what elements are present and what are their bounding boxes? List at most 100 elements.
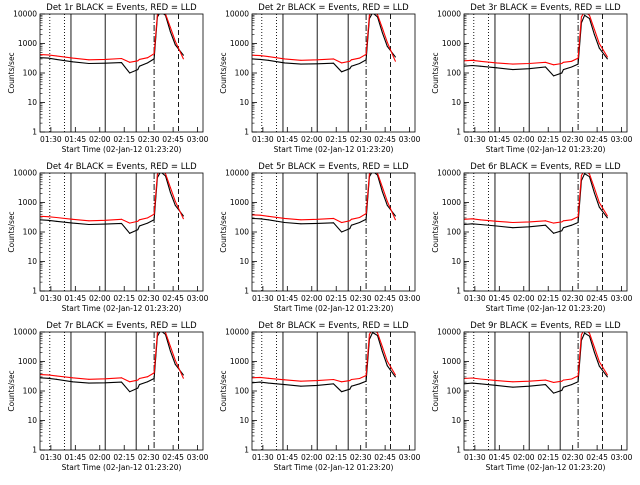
point-lld <box>386 360 388 362</box>
y-tick-label: 1 <box>32 446 37 455</box>
point-events <box>47 377 49 379</box>
point-events <box>129 232 131 234</box>
y-tick-label: 1000 <box>442 198 461 207</box>
y-tick-label: 10000 <box>13 10 37 19</box>
point-lld <box>259 376 261 378</box>
plot-frame <box>251 172 416 292</box>
panel-det-8r: Det 8r BLACK = Events, RED = LLD 1 10 100 10… <box>219 321 421 472</box>
point-lld <box>553 381 555 383</box>
x-tick-label: 02:30 <box>138 453 160 462</box>
series-lld <box>40 14 184 63</box>
point-lld <box>471 377 473 379</box>
x-axis-label: Start Time (02-Jan-12 01:23:20) <box>486 145 606 154</box>
point-lld <box>316 218 318 220</box>
point-events <box>571 384 573 386</box>
point-lld <box>350 379 352 381</box>
panel-det-6r: Det 6r BLACK = Events, RED = LLD 1 10 100 10… <box>431 162 633 313</box>
point-lld <box>55 55 57 57</box>
point-lld <box>377 14 379 16</box>
point-events <box>381 351 383 353</box>
point-events <box>359 62 361 64</box>
x-tick-label: 03:00 <box>187 135 209 144</box>
y-tick-label: 10 <box>27 257 37 266</box>
point-events <box>562 227 564 229</box>
point-lld <box>580 16 582 18</box>
point-lld <box>593 187 595 189</box>
series-lld <box>40 332 184 383</box>
y-tick-label: 10 <box>451 98 461 107</box>
point-events <box>267 382 269 384</box>
plot-area <box>40 173 184 291</box>
y-tick-label: 1 <box>32 287 37 296</box>
point-events <box>316 384 318 386</box>
point-lld <box>72 218 74 220</box>
x-axis-label: Start Time (02-Jan-12 01:23:20) <box>62 304 182 313</box>
point-lld <box>47 54 49 56</box>
y-tick-label: 10 <box>239 416 249 425</box>
panel-title: Det 6r BLACK = Events, RED = LLD <box>470 162 621 172</box>
x-tick-label: 02:00 <box>513 294 535 303</box>
plot-frame <box>39 172 204 292</box>
y-tick-label: 10 <box>239 98 249 107</box>
point-lld <box>606 56 608 58</box>
point-events <box>121 381 122 383</box>
point-events <box>598 206 600 208</box>
point-events <box>496 225 498 227</box>
x-tick-label: 02:45 <box>374 135 396 144</box>
panel-title: Det 8r BLACK = Events, RED = LLD <box>258 321 409 331</box>
point-lld <box>341 221 343 223</box>
point-lld <box>156 173 158 175</box>
point-lld <box>259 214 261 216</box>
x-tick-label: 01:30 <box>40 453 62 462</box>
point-lld <box>138 378 140 380</box>
point-events <box>284 62 286 64</box>
point-events <box>571 66 573 68</box>
x-tick-label: 02:00 <box>513 135 535 144</box>
y-tick-label: 1 <box>244 287 249 296</box>
point-events <box>584 173 586 175</box>
panel-title: Det 2r BLACK = Events, RED = LLD <box>258 3 409 13</box>
x-tick-label: 01:30 <box>40 294 62 303</box>
point-lld <box>512 63 514 65</box>
point-lld <box>165 173 167 175</box>
point-lld <box>284 58 286 60</box>
x-axis-label: Start Time (02-Jan-12 01:23:20) <box>274 463 394 472</box>
point-events <box>359 383 361 385</box>
point-events <box>598 47 600 49</box>
point-events <box>72 381 74 383</box>
y-axis-label: Counts/sec <box>431 52 440 93</box>
plot-frame <box>463 172 628 292</box>
point-lld <box>169 26 171 28</box>
y-tick-label: 100 <box>235 387 250 396</box>
series-lld <box>464 173 608 224</box>
point-lld <box>479 60 481 62</box>
point-lld <box>259 55 261 57</box>
y-tick-label: 1000 <box>18 357 37 366</box>
point-lld <box>349 380 351 382</box>
panel-title: Det 1r BLACK = Events, RED = LLD <box>46 3 197 13</box>
x-tick-label: 01:30 <box>252 453 274 462</box>
point-lld <box>606 374 608 376</box>
point-events <box>267 219 269 221</box>
point-events <box>300 63 302 65</box>
point-lld <box>496 380 498 382</box>
point-events <box>55 378 57 380</box>
plot-frame <box>463 13 628 133</box>
point-events <box>138 384 140 386</box>
point-events <box>153 219 155 221</box>
point-lld <box>55 375 57 377</box>
panel-det-5r: Det 5r BLACK = Events, RED = LLD 1 10 100 10… <box>219 162 421 313</box>
panel-title: Det 5r BLACK = Events, RED = LLD <box>258 162 409 172</box>
point-events <box>147 62 149 64</box>
point-events <box>553 392 555 394</box>
x-axis-label: Start Time (02-Jan-12 01:23:20) <box>486 304 606 313</box>
x-tick-label: 01:30 <box>252 135 274 144</box>
point-events <box>300 385 302 387</box>
y-tick-label: 10000 <box>437 169 461 178</box>
point-events <box>121 62 122 64</box>
x-tick-label: 02:00 <box>301 135 323 144</box>
point-lld <box>174 359 176 361</box>
point-lld <box>333 217 334 219</box>
point-lld <box>137 60 139 62</box>
point-lld <box>121 377 122 379</box>
